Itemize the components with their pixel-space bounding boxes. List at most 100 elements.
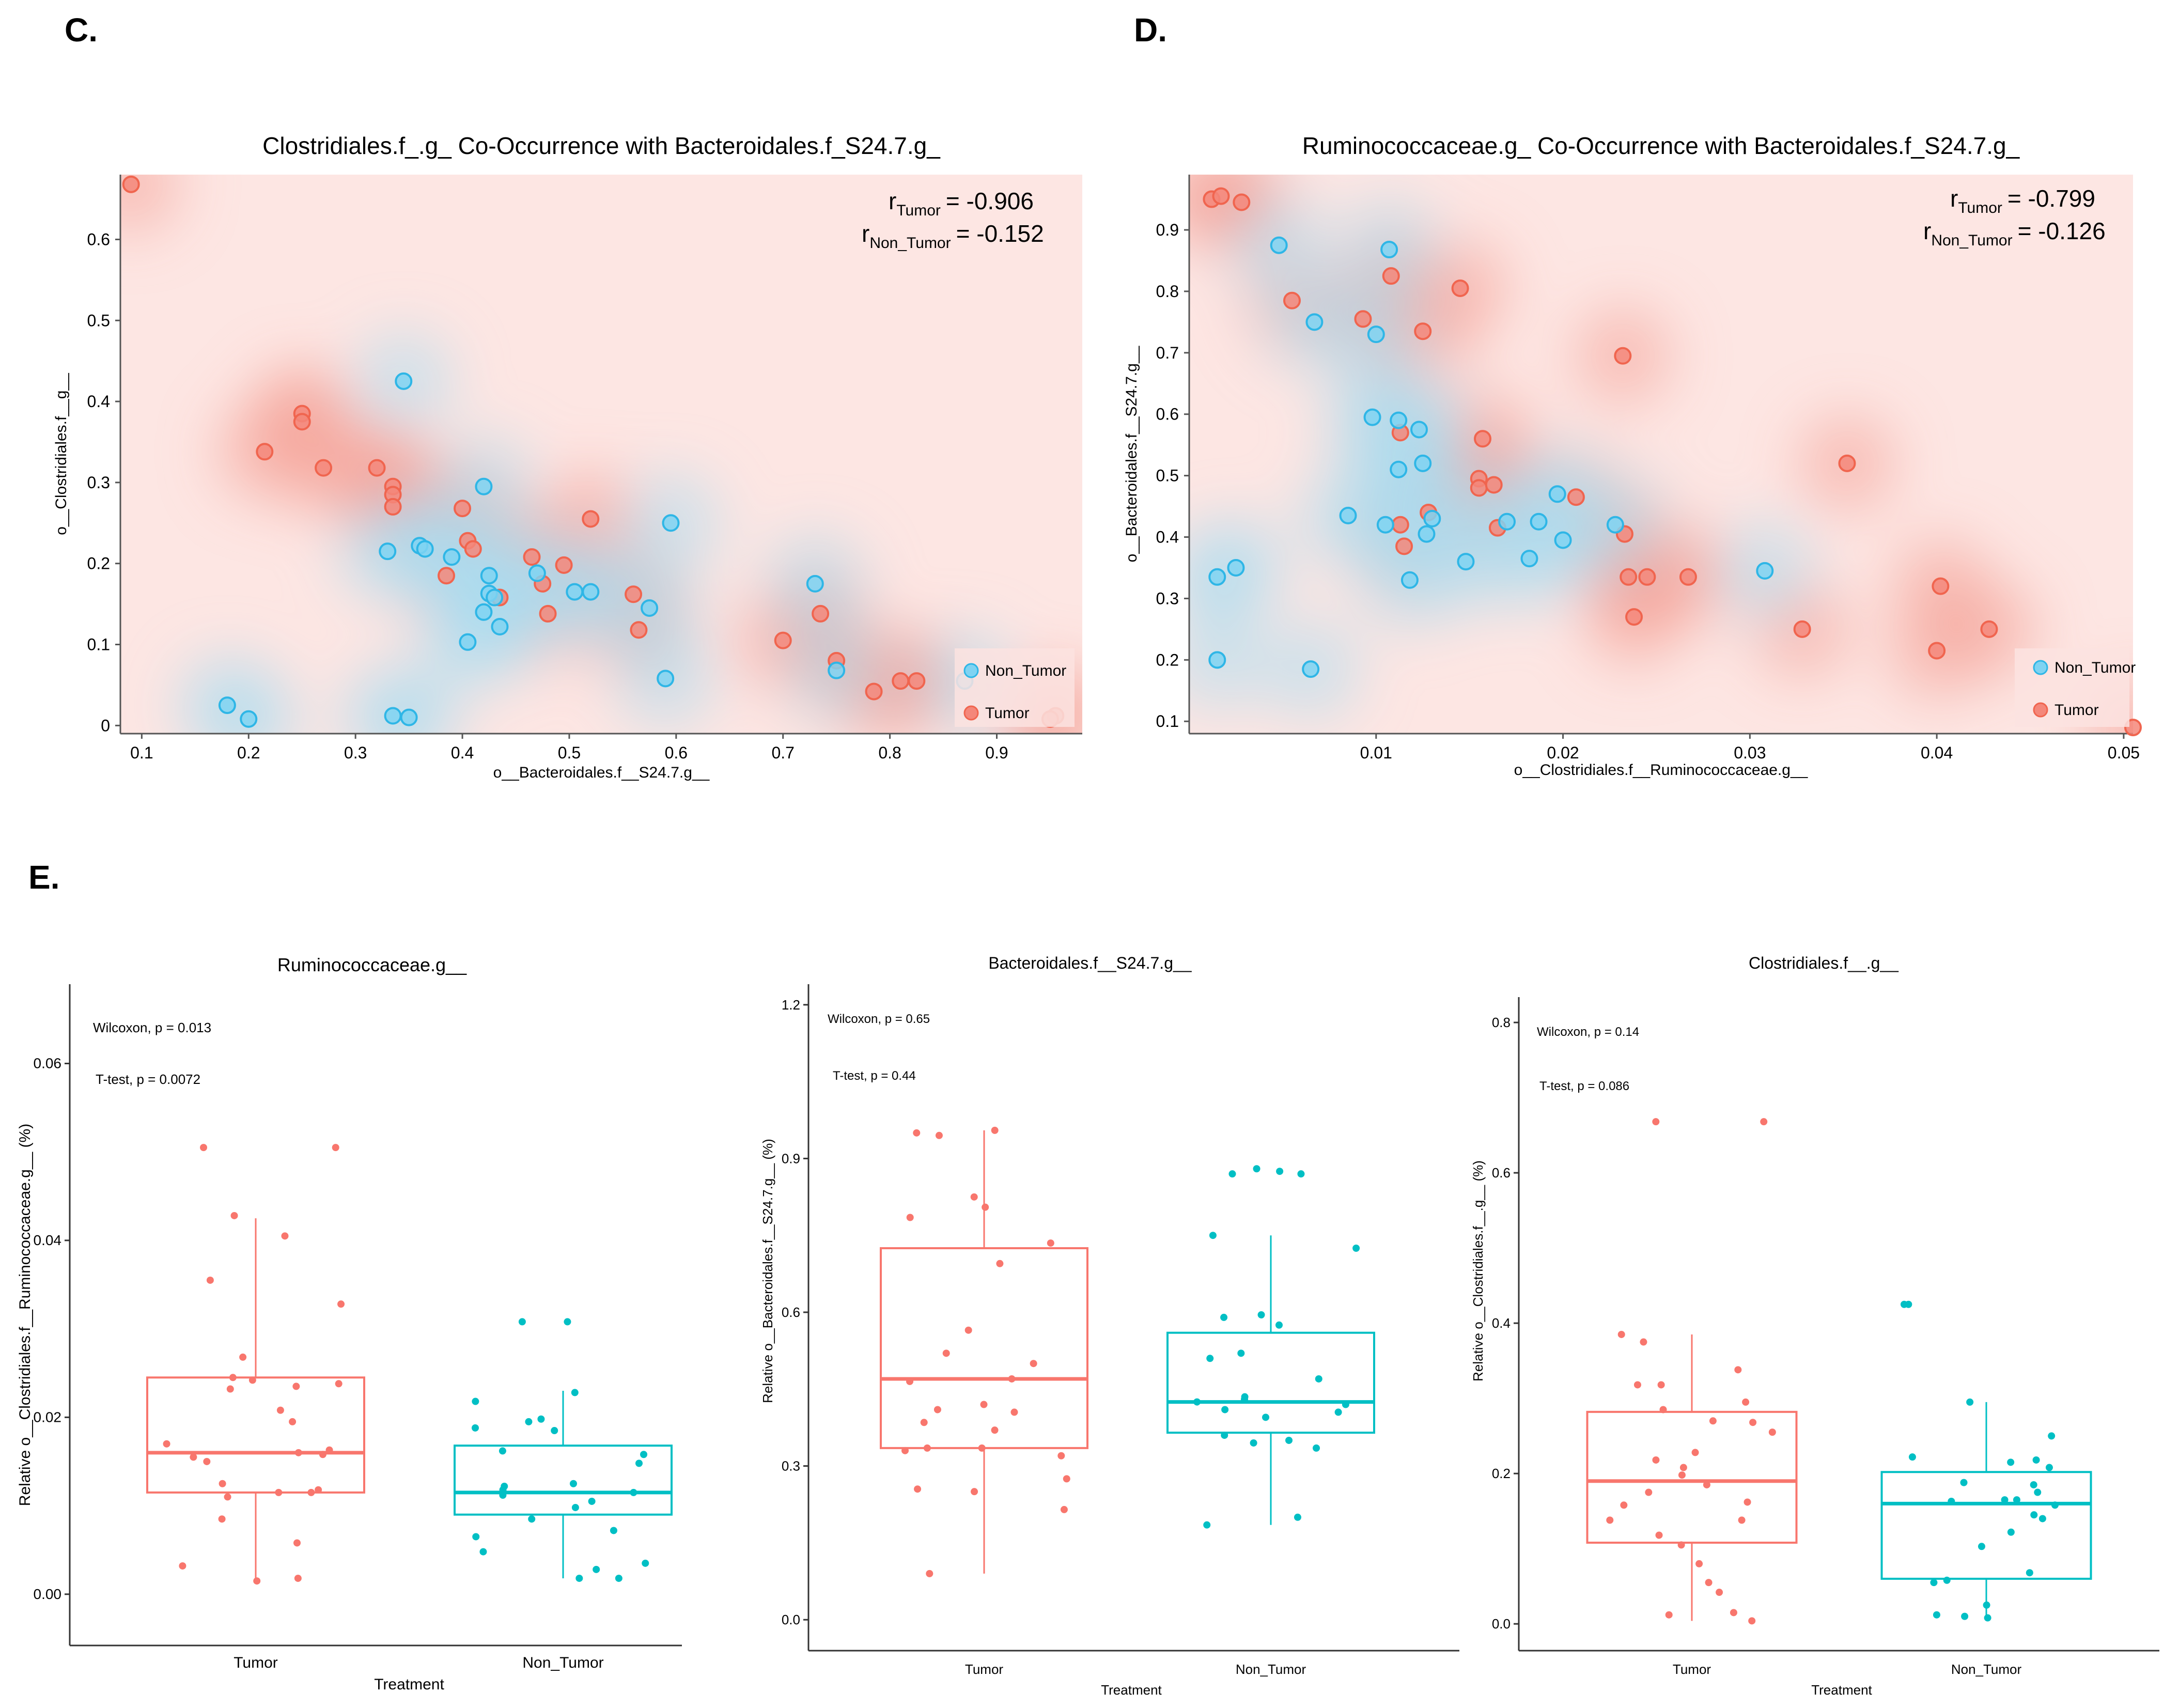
chart-c-point-non-tumor (400, 708, 418, 726)
chart-c-point-tumor (464, 540, 482, 558)
chart-e1-point-tumor (294, 1574, 302, 1582)
chart-e1-title: Ruminococcaceae.g__ (277, 954, 467, 975)
chart-e2-ytick-label: 1.2 (782, 997, 800, 1013)
chart-d-point-non-tumor (1418, 525, 1436, 543)
chart-e1-point-tumor (248, 1376, 256, 1384)
chart-e3-point-tumor (1695, 1560, 1703, 1567)
chart-e2-ytick-label: 0.0 (782, 1612, 800, 1627)
chart-d-point-tumor (1470, 479, 1488, 497)
chart-d-point-non-tumor (1520, 550, 1538, 568)
chart-e2-point-tumor (901, 1447, 909, 1454)
chart-e2-point-non-tumor (1203, 1521, 1211, 1529)
chart-e1-point-tumor (226, 1385, 234, 1393)
chart-e3-point-non-tumor (1984, 1614, 1991, 1622)
chart-c-point-non-tumor (641, 599, 659, 617)
chart-e3-xlabel: Treatment (1811, 1682, 1872, 1698)
chart-e3-point-non-tumor (1966, 1398, 1974, 1406)
chart-e3-point-tumor (1709, 1417, 1717, 1425)
chart-e3-point-tumor (1659, 1406, 1667, 1414)
chart-d-density-blob (1189, 611, 1267, 709)
chart-e1-point-tumor (224, 1493, 231, 1501)
chart-d-ytick-label: 0.1 (1156, 712, 1179, 731)
chart-e3-point-non-tumor (2051, 1501, 2059, 1509)
chart-c-ytick-label: 0.2 (87, 554, 110, 573)
chart-e1-point-non-tumor (571, 1389, 579, 1396)
chart-e3-ytick-label: 0.4 (1492, 1315, 1511, 1331)
chart-e3-point-non-tumor (2030, 1481, 2037, 1488)
chart-e2-point-tumor (996, 1260, 1004, 1267)
chart-e3-point-tumor (1633, 1381, 1641, 1389)
chart-c-point-tumor (384, 498, 402, 516)
chart-e2-point-tumor (964, 1326, 972, 1334)
chart-e2-point-non-tumor (1297, 1170, 1305, 1178)
chart-e2-point-tumor (980, 1401, 988, 1408)
chart-d-point-tumor (1980, 620, 1998, 638)
chart-c-point-tumor (293, 413, 311, 431)
chart-e3-point-non-tumor (1905, 1300, 1912, 1308)
chart-c-point-non-tumor (657, 670, 675, 688)
chart-d-point-non-tumor (1530, 513, 1548, 531)
chart-e1-point-non-tumor (642, 1559, 649, 1567)
chart-e1-point-non-tumor (518, 1318, 526, 1326)
chart-e3-point-tumor (1657, 1381, 1665, 1389)
chart-d-ytick-label: 0.6 (1156, 405, 1179, 424)
chart-e3-point-non-tumor (2034, 1488, 2042, 1496)
chart-e3-point-non-tumor (1933, 1611, 1940, 1619)
chart-e2-point-tumor (978, 1444, 986, 1452)
chart-c-point-non-tumor (828, 661, 846, 679)
chart-e2-point-tumor (906, 1214, 914, 1221)
chart-d-ylabel: o__Bacteroidales.f__S24.7.g__ (1123, 345, 1140, 562)
chart-e2-point-non-tumor (1342, 1401, 1349, 1408)
chart-e3-point-tumor (1617, 1330, 1625, 1338)
boxplot-clostridiales: Clostridiales.f__.g__ 0.0 0.2 0.4 0.6 0.8 Wi… (1470, 954, 2159, 1698)
chart-d-correlation-annotation: rTumor = -0.799 rNon_Tumor = -0.126 (1923, 185, 2106, 249)
chart-c-point-non-tumor (384, 707, 402, 725)
chart-e1-point-non-tumor (588, 1497, 596, 1505)
chart-d-point-non-tumor (1227, 558, 1245, 577)
chart-d-point-non-tumor (1376, 516, 1394, 534)
chart-c-point-non-tumor (218, 696, 236, 715)
chart-e1-point-tumor (289, 1418, 297, 1425)
chart-e3-ytick-label: 0.6 (1492, 1165, 1511, 1181)
chart-e2-stat-wilcoxon: Wilcoxon, p = 0.65 (828, 1012, 930, 1026)
chart-d-title: Ruminococcaceae.g_ Co-Occurrence with Ba… (1302, 132, 2020, 159)
chart-e2-ytick-label: 0.3 (782, 1458, 800, 1474)
chart-c-ytick-label: 0.1 (87, 635, 110, 654)
chart-e1-point-non-tumor (525, 1418, 533, 1425)
chart-e3-point-tumor (1744, 1498, 1751, 1506)
chart-e3-point-non-tumor (2026, 1569, 2033, 1577)
chart-c-point-non-tumor (459, 633, 477, 651)
chart-e1-point-non-tumor (528, 1515, 536, 1523)
scatter-panel-c: Clostridiales.f_.g_ Co-Occurrence with B… (53, 132, 1082, 781)
chart-e3-point-non-tumor (1908, 1453, 1916, 1461)
chart-e1-point-tumor (319, 1451, 326, 1458)
chart-c-point-tumor (315, 459, 333, 477)
chart-c-point-tumor (865, 682, 883, 701)
chart-e1-point-tumor (219, 1480, 226, 1487)
chart-e2-point-tumor (906, 1377, 914, 1385)
chart-e3-point-non-tumor (2007, 1528, 2015, 1536)
chart-e2-point-tumor (1060, 1505, 1068, 1513)
chart-e3-point-tumor (1679, 1464, 1687, 1471)
chart-c-point-non-tumor (528, 564, 546, 582)
chart-e2-ytick-label: 0.6 (782, 1305, 800, 1320)
chart-e1-point-tumor (190, 1453, 197, 1461)
chart-e3-point-non-tumor (1943, 1576, 1951, 1584)
chart-e3-point-tumor (1730, 1609, 1737, 1617)
chart-c-points (122, 175, 1065, 728)
chart-e1-point-tumor (335, 1380, 343, 1388)
chart-e2-ylabel: Relative o__Bacteroidales.f__S24.7.g__ (… (760, 1139, 775, 1403)
chart-e1-point-tumor (179, 1562, 186, 1570)
chart-d-xtick-label: 0.01 (1360, 743, 1392, 762)
chart-d-point-non-tumor (1606, 516, 1624, 534)
chart-d-point-non-tumor (1305, 313, 1324, 331)
chart-e2-point-tumor (1030, 1360, 1037, 1368)
chart-c-point-tumor (454, 500, 472, 518)
chart-d-ytick-label: 0.7 (1156, 344, 1179, 362)
chart-e3-point-non-tumor (2001, 1496, 2009, 1504)
chart-e2-point-non-tumor (1285, 1436, 1293, 1444)
chart-d-point-non-tumor (1270, 236, 1288, 254)
chart-e1-point-tumor (293, 1539, 301, 1547)
chart-c-point-tumor (774, 631, 792, 649)
